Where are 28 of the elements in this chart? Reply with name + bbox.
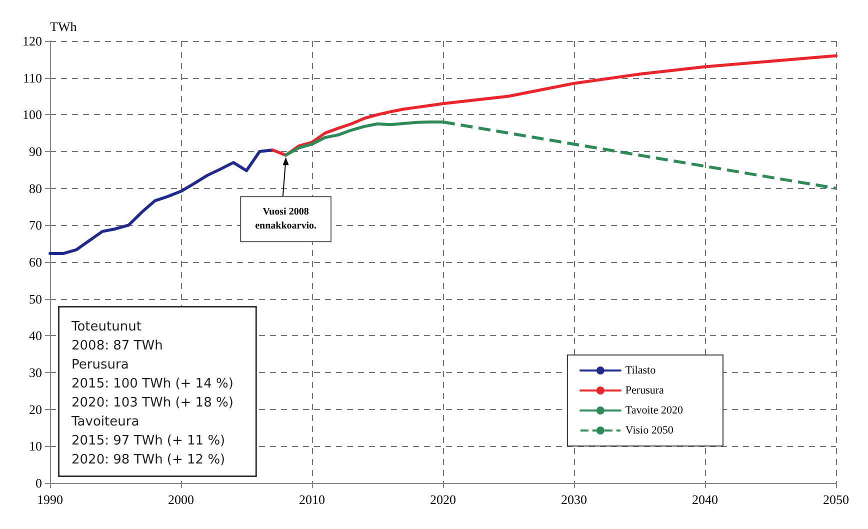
x-tick-label: 2030 [561,492,587,507]
y-tick-label: 120 [22,34,42,48]
y-tick-label: 40 [29,328,42,344]
y-tick-label: 110 [22,70,42,86]
y-tick-label: 30 [29,365,42,380]
legend-label: Tilasto [625,364,656,376]
y-tick-label: 0 [36,476,42,490]
x-tick-label: 2050 [823,492,849,507]
legend-label: Tavoite 2020 [625,404,684,416]
y-tick-label: 100 [22,107,42,122]
x-tick-label: 2010 [299,492,325,507]
y-tick-label: 10 [29,438,42,454]
y-tick-label: 50 [29,291,42,306]
y-tick-label: 80 [29,180,42,196]
x-tick-label: 2020 [430,492,456,507]
annotation: Vuosi 2008 ennakkoarvio. [255,206,317,232]
line-series [271,54,838,157]
y-tick-label: 70 [29,218,42,233]
legend-label: Visio 2050 [625,424,674,436]
y-tick-label: 90 [29,144,42,159]
y-tick-label: 20 [29,402,42,417]
legend-label: Perusura [625,384,664,396]
x-tick-label: 2040 [692,492,718,507]
x-tick-label: 2000 [168,492,194,507]
x-tick-label: 1990 [37,492,63,507]
y-tick-label: 60 [29,254,42,270]
annotation: Toteutunut 2008: 87 TWh Perusura 2015: 100 TWh (+ 14 %) 2020: 103 TWh (+ 18 %) Tavoiteura 2015: 97 TWh (+ 11 %) 2020: 98 TWh (+ 12 %) [70,320,234,468]
y-axis-title: TWh [50,19,78,34]
